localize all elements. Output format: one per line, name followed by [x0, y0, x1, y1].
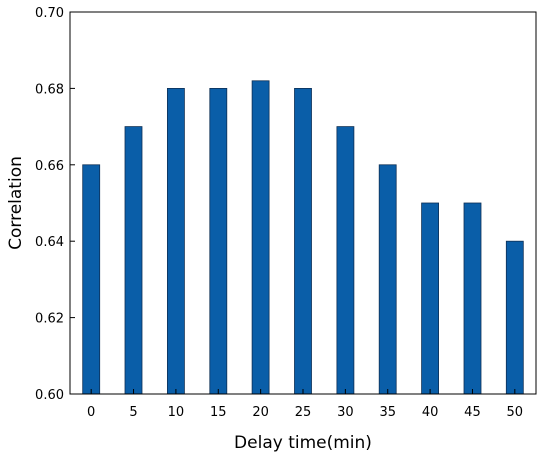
x-axis-title: Delay time(min) [234, 433, 372, 453]
x-tick-label: 40 [422, 405, 439, 420]
bar-0 [82, 164, 101, 395]
y-tick-label: 0.60 [35, 388, 64, 403]
x-tick-label: 0 [87, 405, 95, 420]
bar-50 [505, 240, 524, 395]
x-tick-label: 30 [337, 405, 354, 420]
x-tick-label: 50 [507, 405, 524, 420]
y-axis-title: Correlation [6, 156, 26, 250]
x-tick-label: 20 [252, 405, 269, 420]
y-axis-ticks: 0.60 0.62 0.64 0.66 0.68 0.70 [35, 6, 75, 403]
y-tick-label: 0.64 [35, 235, 64, 250]
y-tick-label: 0.68 [35, 82, 64, 97]
bar-25 [294, 88, 312, 395]
x-tick-label: 25 [295, 405, 312, 420]
bar-35 [378, 164, 397, 395]
bar-5 [124, 126, 143, 395]
bar-30 [336, 126, 355, 395]
y-tick-label: 0.66 [35, 159, 64, 174]
bars-group [82, 80, 524, 395]
x-tick-label: 10 [168, 405, 185, 420]
x-tick-label: 35 [379, 405, 396, 420]
bar-10 [166, 88, 185, 395]
bar-20 [251, 80, 270, 395]
bar-45 [463, 202, 482, 395]
y-tick-label: 0.70 [35, 6, 64, 21]
x-axis-ticks: 0 5 10 15 20 25 30 35 40 45 50 [87, 389, 523, 420]
x-tick-label: 15 [210, 405, 227, 420]
x-tick-label: 45 [464, 405, 481, 420]
bar-15 [209, 88, 228, 395]
y-tick-label: 0.62 [35, 312, 64, 327]
x-tick-label: 5 [129, 405, 137, 420]
bar-40 [421, 202, 440, 395]
